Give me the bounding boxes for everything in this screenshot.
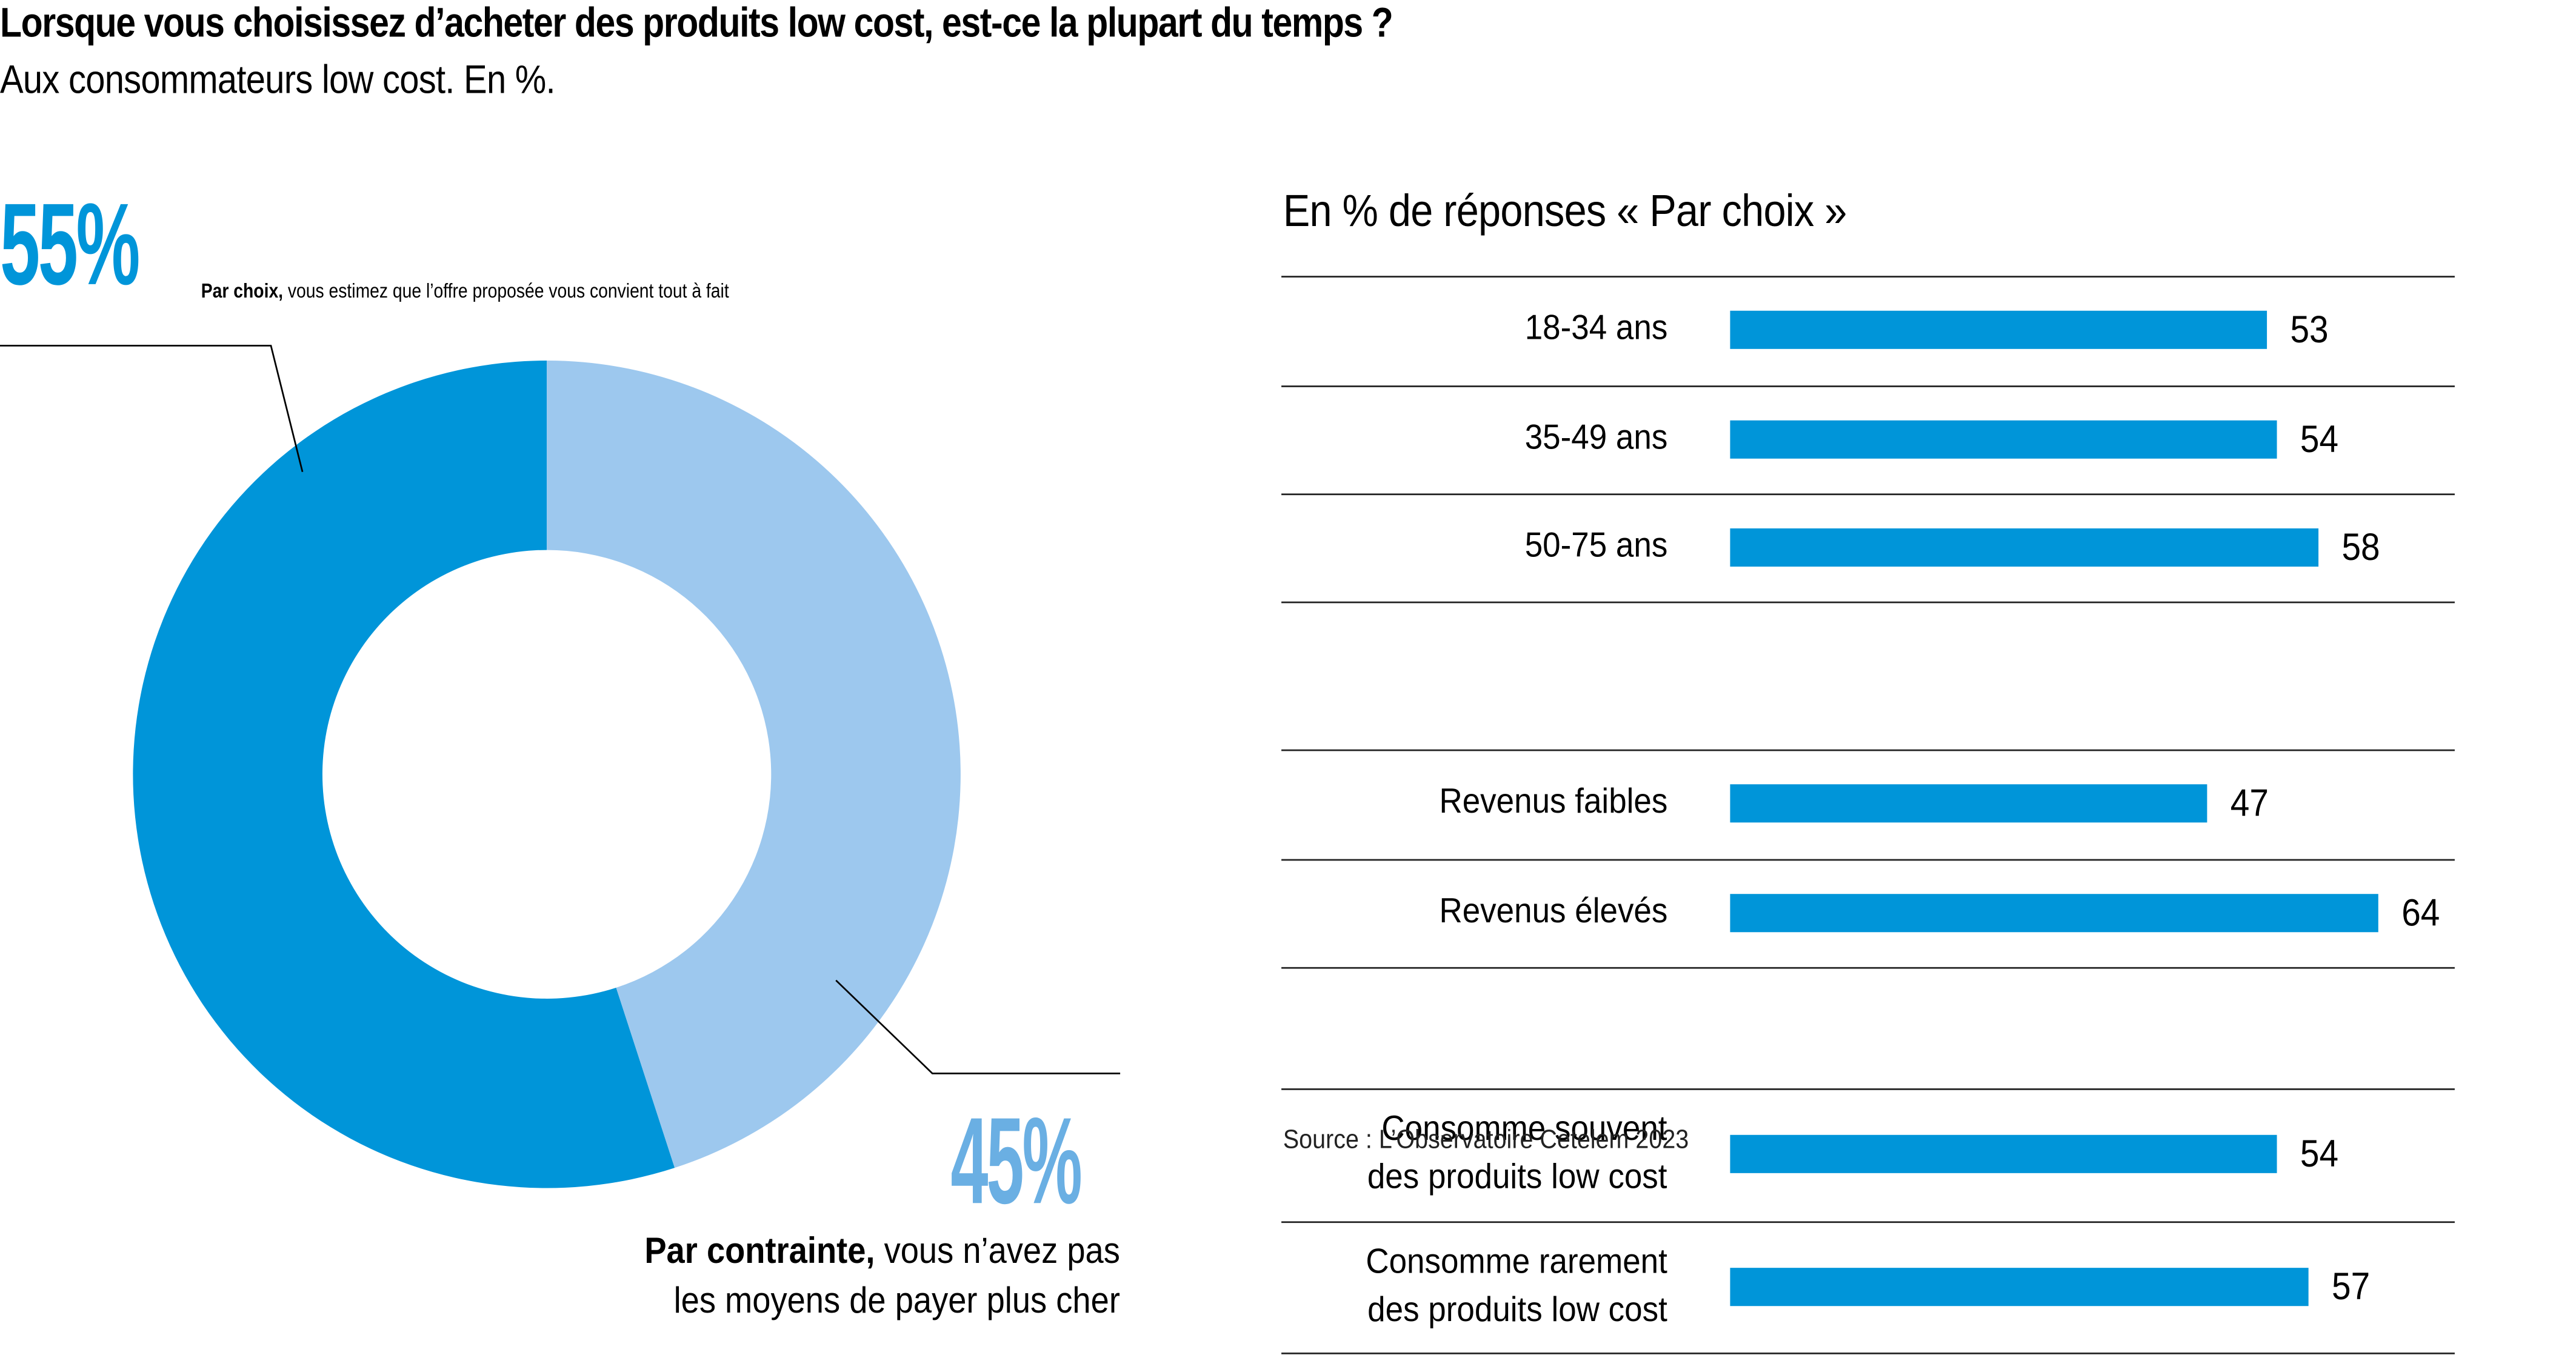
bar-category-label: Consomme souvent des produits low cost [1367, 1105, 1667, 1201]
row-divider [1281, 276, 2455, 278]
bar-value-label: 54 [2300, 416, 2340, 460]
bar-value-label: 58 [2341, 524, 2380, 568]
bar-category-label: Revenus élevés [1438, 887, 1667, 935]
bar-category-label: 50-75 ans [1524, 521, 1667, 570]
label-par-contrainte: Par contrainte, [644, 1230, 875, 1271]
percent-par-choix: 55% [0, 179, 140, 310]
row-divider [1281, 385, 2455, 388]
leader-line-par-contrainte [835, 979, 1121, 1074]
bar-value-label: 54 [2300, 1131, 2340, 1175]
bar-category-label-line-1: Revenus élevés [1438, 891, 1667, 930]
bar [1730, 1267, 2308, 1305]
leader-line-par-choix [0, 344, 304, 473]
text-par-contrainte-1: vous n’avez pas [875, 1230, 1121, 1271]
chart-subtitle: Aux consommateurs low cost. En %. [0, 58, 556, 104]
chart-title: Lorsque vous choisissez d’acheter des pr… [0, 0, 1393, 47]
text-par-contrainte-2: les moyens de payer plus cher [673, 1279, 1121, 1321]
label-par-choix: Par choix, [201, 279, 284, 303]
row-divider [1281, 749, 2455, 752]
bar-category-label: 35-49 ans [1524, 413, 1667, 461]
percent-par-contrainte: 45% [950, 1091, 1082, 1230]
donut-slice-par-choix [133, 361, 675, 1188]
bar [1730, 784, 2207, 823]
bar-category-label-line-1: Revenus faibles [1438, 782, 1667, 821]
donut-slice-par-contrainte [547, 361, 961, 1168]
row-divider [1281, 493, 2455, 496]
bar-category-label: Consomme rarement des produits low cost [1366, 1237, 1667, 1333]
description-par-contrainte: Par contrainte, vous n’avez pas les moye… [645, 1227, 1121, 1327]
bar-value-label: 47 [2229, 781, 2269, 825]
row-divider [1281, 601, 2455, 604]
bar-value-label: 57 [2331, 1263, 2370, 1307]
row-divider [1281, 1221, 2455, 1223]
bar-category-label: Revenus faibles [1438, 777, 1667, 826]
text-par-choix: vous estimez que l’offre proposée vous c… [283, 279, 729, 303]
row-divider [1281, 1352, 2455, 1355]
bar-category-label-line-2: des produits low cost [1367, 1158, 1667, 1197]
bar-chart-heading: En % de réponses « Par choix » [1283, 186, 1847, 236]
source-note: Source : L’Observatoire Cetelem 2023 [1283, 1127, 1689, 1155]
bar-category-label-line-1: Consomme souvent [1381, 1110, 1667, 1148]
row-divider [1281, 859, 2455, 862]
bar-category-label-line-2: des produits low cost [1367, 1290, 1667, 1329]
bar-category-label-line-1: 18-34 ans [1524, 309, 1667, 348]
bar-category-label-line-1: Consomme rarement [1365, 1242, 1667, 1280]
bar [1730, 1134, 2278, 1173]
bar [1730, 419, 2278, 458]
bar-category-label-line-1: 50-75 ans [1524, 525, 1667, 564]
bar [1730, 527, 2318, 566]
bar-value-label: 64 [2402, 890, 2441, 933]
bar [1730, 893, 2379, 931]
donut-chart [0, 344, 1121, 1188]
description-par-choix: Par choix, vous estimez que l’offre prop… [201, 279, 729, 302]
row-divider [1281, 1088, 2455, 1091]
row-divider [1281, 967, 2455, 970]
bar-value-label: 53 [2291, 307, 2329, 351]
bar-category-label-line-1: 35-49 ans [1524, 418, 1667, 456]
bar [1730, 310, 2267, 349]
bar-category-label: 18-34 ans [1524, 304, 1667, 353]
